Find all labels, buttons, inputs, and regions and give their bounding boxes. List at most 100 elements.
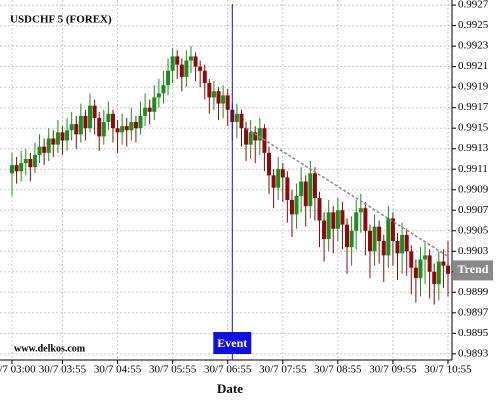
candle-body xyxy=(253,132,258,141)
candle-body xyxy=(10,165,14,174)
candle-body xyxy=(363,208,368,231)
candle-body xyxy=(436,261,441,285)
y-tick-label: 0.9913 xyxy=(458,142,489,154)
candle-body xyxy=(101,122,106,137)
candle-body xyxy=(276,169,281,188)
candle-body xyxy=(285,177,290,200)
candle-body xyxy=(267,152,272,176)
candle-body xyxy=(239,113,244,129)
y-tick-label: 0.9927 xyxy=(458,0,489,11)
candle-body xyxy=(386,218,391,256)
candle-body xyxy=(280,169,285,178)
candle-body xyxy=(244,128,249,145)
trend-label-box xyxy=(453,260,493,281)
candle-body xyxy=(23,158,28,164)
y-tick-label: 0.9911 xyxy=(458,163,488,175)
candle-body xyxy=(92,105,97,118)
candle-body xyxy=(207,83,212,98)
candle-body xyxy=(308,173,313,207)
x-axis-label: Date xyxy=(217,381,243,396)
candle-body xyxy=(257,128,262,141)
candle-body xyxy=(221,95,226,104)
candle-body xyxy=(193,56,198,67)
candle-body xyxy=(413,267,418,278)
x-tick-label: 30/7 10:55 xyxy=(424,364,472,376)
candle-body xyxy=(51,138,56,145)
candle-body xyxy=(83,115,88,129)
candle-body xyxy=(198,66,203,71)
watermark: www.delkos.com xyxy=(14,343,86,354)
candle-body xyxy=(312,173,317,198)
y-tick-label: 0.9895 xyxy=(458,327,489,339)
y-tick-label: 0.9923 xyxy=(458,40,489,52)
candle-body xyxy=(188,56,193,61)
candle-body xyxy=(65,130,70,141)
chart-title: USDCHF 5 (FOREX) xyxy=(10,14,112,26)
candle-body xyxy=(358,208,363,213)
candle-body xyxy=(19,163,24,172)
candle-body xyxy=(299,181,304,196)
candle-body xyxy=(294,195,299,215)
candle-body xyxy=(335,210,340,229)
candle-body xyxy=(37,146,42,155)
candle-body xyxy=(143,107,148,116)
candle-body xyxy=(147,107,152,112)
candle-body xyxy=(418,259,423,278)
candle-body xyxy=(170,56,175,71)
candle-body xyxy=(106,113,111,123)
candle-body xyxy=(166,70,171,86)
candle-body xyxy=(303,181,308,207)
candle-body xyxy=(88,105,93,129)
candle-body xyxy=(248,132,253,145)
y-tick-label: 0.9925 xyxy=(458,19,489,31)
candle-body xyxy=(340,210,345,225)
y-tick-label: 0.9915 xyxy=(458,122,489,134)
candle-body xyxy=(377,226,382,242)
candle-body xyxy=(69,124,74,131)
candle-body xyxy=(395,241,400,254)
y-tick-label: 0.9919 xyxy=(458,81,489,93)
y-tick-label: 0.9897 xyxy=(458,306,489,318)
candle-body xyxy=(225,95,230,110)
candle-body xyxy=(97,117,102,137)
candle-body xyxy=(161,85,166,94)
candle-body xyxy=(441,261,446,266)
y-tick-label: 0.9909 xyxy=(458,183,489,195)
candle-body xyxy=(423,255,428,260)
candle-body xyxy=(427,255,432,272)
candle-body xyxy=(432,271,437,285)
y-tick-label: 0.9921 xyxy=(458,60,488,72)
candle-body xyxy=(216,91,221,104)
candle-body xyxy=(129,122,134,131)
candle-body xyxy=(55,132,60,145)
candle-body xyxy=(124,126,129,131)
candle-body xyxy=(326,212,331,239)
y-tick-label: 0.9903 xyxy=(458,245,489,257)
candle-body xyxy=(367,230,372,252)
candle-body xyxy=(28,158,33,168)
candle-body xyxy=(133,122,138,129)
x-tick-label: 30/7 04:55 xyxy=(94,364,142,376)
candle-body xyxy=(317,197,322,221)
candle-body xyxy=(372,226,377,252)
candle-body xyxy=(271,175,276,188)
y-tick-label: 0.9907 xyxy=(458,204,489,216)
candle-body xyxy=(349,230,354,248)
candle-body xyxy=(404,234,409,252)
candle-body xyxy=(390,218,395,242)
y-tick-label: 0.9899 xyxy=(458,286,489,298)
candle-body xyxy=(289,200,294,215)
x-tick-label: 30/7 05:55 xyxy=(149,364,197,376)
trend-label: Trend xyxy=(458,262,489,276)
candle-body xyxy=(115,128,120,133)
candle-body xyxy=(409,251,414,268)
candle-body xyxy=(400,234,405,254)
candle-body xyxy=(211,91,216,98)
candle-body xyxy=(202,70,207,84)
x-tick-label: 30/7 03:55 xyxy=(39,364,87,376)
candle-body xyxy=(74,124,79,135)
candle-body xyxy=(175,56,180,65)
y-tick-label: 0.9893 xyxy=(458,347,489,359)
y-tick-label: 0.9905 xyxy=(458,224,489,236)
